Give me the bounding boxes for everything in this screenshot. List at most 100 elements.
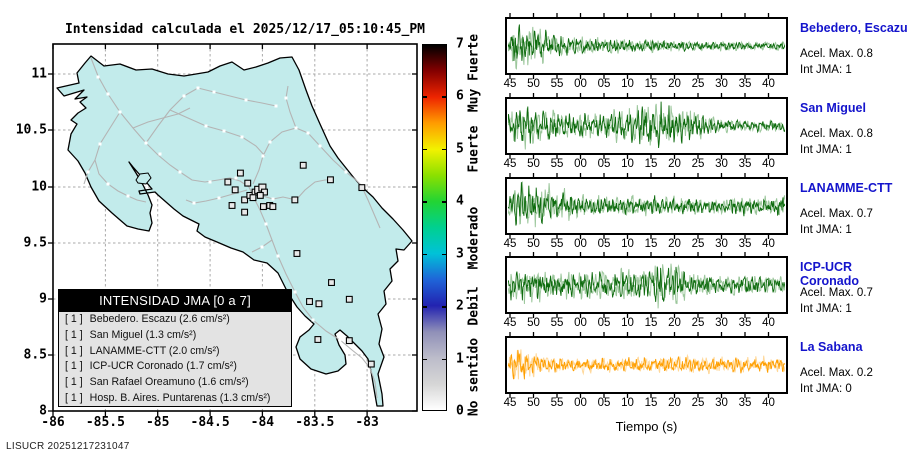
time-tick-label: 00 — [574, 158, 587, 170]
city-dot — [96, 75, 100, 79]
time-tick-label: 45 — [503, 78, 517, 90]
city-dot — [306, 131, 310, 135]
time-tick-label: 25 — [691, 238, 705, 250]
city-dot — [192, 201, 196, 205]
time-tick-label: 30 — [715, 397, 728, 409]
city-dot — [222, 129, 226, 133]
road-line — [197, 87, 277, 107]
city-dot — [234, 176, 238, 180]
city-dot — [178, 170, 182, 174]
time-tick-label: 05 — [597, 317, 611, 329]
time-tick-label: 10 — [621, 78, 634, 90]
legend-item-intensity: [ 1 ] — [65, 392, 83, 404]
city-dot — [98, 142, 102, 146]
time-tick-label: 55 — [550, 238, 564, 250]
time-tick-label: 30 — [715, 238, 728, 250]
colorbar-category-label: Muy Fuerte — [466, 33, 482, 112]
seismogram-frame — [505, 336, 788, 394]
city-dot — [261, 154, 265, 158]
map-y-tick-label: 8.5 — [23, 347, 47, 363]
time-tick-label: 45 — [503, 158, 517, 170]
colorbar-category-label: Fuerte — [466, 125, 482, 173]
map-legend: INTENSIDAD JMA [0 a 7] [ 1 ] Bebedero. Es… — [58, 289, 292, 407]
colorbar-tick-label: 5 — [456, 141, 464, 157]
time-tick-label: 55 — [550, 397, 564, 409]
city-dot — [268, 140, 272, 144]
station-marker — [236, 169, 244, 177]
city-dot — [294, 126, 298, 130]
city-dot — [260, 245, 264, 249]
map-x-tick-label: -84.5 — [190, 415, 230, 430]
time-tick-label: 40 — [762, 317, 775, 329]
seismogram-plot — [505, 252, 788, 318]
legend-item-label: Hosp. B. Aires. Puntarenas (1.3 cm/s²) — [89, 392, 271, 404]
time-tick-label: 35 — [738, 317, 752, 329]
station-acel-max: Acel. Max. 0.8 — [800, 128, 873, 140]
colorbar-tick-label: 7 — [456, 36, 464, 52]
map-y-tick-label: 10.5 — [15, 122, 47, 138]
map-legend-items: [ 1 ] Bebedero. Escazu (2.6 cm/s²) [ 1 ] Sa… — [59, 312, 291, 407]
time-tick-label: 15 — [644, 78, 658, 90]
waveform-trace — [508, 349, 785, 380]
colorbar-tick-label: 4 — [456, 193, 464, 209]
colorbar-tick — [442, 253, 447, 256]
station-marker — [345, 295, 353, 303]
time-tick-label: 25 — [691, 317, 705, 329]
station-acel-max: Acel. Max. 0.2 — [800, 367, 873, 379]
city-dot — [118, 110, 122, 114]
station-marker — [328, 279, 335, 286]
colorbar-tick — [442, 201, 447, 203]
station-marker — [299, 161, 307, 169]
station-acel-max: Acel. Max. 0.8 — [800, 48, 873, 60]
map-y-tick-label: 10 — [31, 179, 47, 195]
costa-rica-intensity-map — [48, 43, 418, 416]
colorbar-tick-label: 3 — [456, 246, 464, 262]
time-tick-label: 40 — [762, 238, 775, 250]
legend-item: [ 1 ] Hosp. B. Aires. Puntarenas (1.3 cm/… — [59, 391, 291, 407]
station-int-jma: Int JMA: 1 — [800, 303, 852, 315]
legend-item: [ 1 ] Bebedero. Escazu (2.6 cm/s²) — [59, 312, 291, 328]
road-line — [94, 111, 147, 203]
legend-item-intensity: [ 1 ] — [65, 313, 83, 326]
map-frame — [52, 43, 418, 412]
station-marker — [314, 336, 322, 343]
road-line — [361, 186, 381, 229]
colorbar-category-label: No sentido — [466, 337, 482, 417]
time-tick-label: 20 — [668, 158, 681, 170]
time-tick-label: 10 — [621, 238, 634, 250]
colorbar-tick — [422, 148, 427, 151]
colorbar-tick — [442, 148, 447, 151]
waveform-trace — [508, 24, 785, 62]
station-name: Bebedero, Escazu — [800, 21, 908, 35]
station-marker — [367, 360, 375, 368]
city-dot — [318, 144, 322, 148]
time-tick-label: 20 — [668, 317, 681, 329]
city-dot — [106, 182, 110, 186]
station-marker — [306, 298, 313, 305]
station-marker — [345, 337, 353, 345]
time-tick-label: 35 — [738, 238, 752, 250]
time-tick-label: 35 — [738, 158, 752, 170]
colorbar-tick — [422, 201, 427, 203]
city-dot — [293, 290, 297, 294]
map-x-tick-label: -83.5 — [295, 415, 335, 430]
time-tick-label: 55 — [550, 158, 564, 170]
colorbar-tick — [422, 96, 427, 98]
chira-island — [135, 172, 152, 185]
time-tick-label: 55 — [550, 317, 564, 329]
city-dot — [208, 180, 212, 184]
seismogram-plot — [505, 173, 788, 239]
time-tick-label: 45 — [503, 397, 517, 409]
time-tick-label: 50 — [527, 78, 540, 90]
station-marker — [241, 196, 249, 204]
map-y-tick-label: 11 — [31, 66, 47, 82]
station-marker — [224, 178, 232, 186]
map-x-tick-label: -84 — [250, 415, 275, 430]
time-tick-label: 25 — [691, 78, 705, 90]
station-marker — [293, 250, 301, 257]
city-dot — [217, 196, 221, 200]
time-tick-label: 00 — [574, 317, 587, 329]
city-dot — [204, 124, 208, 128]
legend-item: [ 1 ] San Rafael Oreamuno (1.6 cm/s²) — [59, 375, 291, 391]
colorbar-tick-label: 1 — [456, 351, 464, 367]
